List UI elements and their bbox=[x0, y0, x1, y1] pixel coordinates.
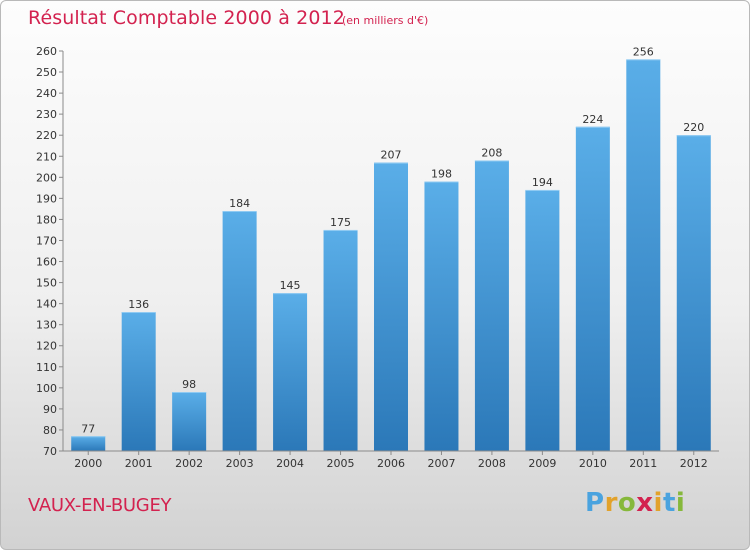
y-tick-label: 190 bbox=[36, 192, 57, 205]
bar bbox=[374, 162, 408, 451]
y-tick-label: 210 bbox=[36, 150, 57, 163]
y-tick-label: 110 bbox=[36, 361, 57, 374]
bar bbox=[575, 126, 610, 451]
y-tick-label: 230 bbox=[36, 108, 57, 121]
x-tick-label: 2006 bbox=[377, 457, 405, 470]
x-tick-label: 2002 bbox=[175, 457, 203, 470]
data-label: 256 bbox=[633, 45, 654, 58]
x-tick-label: 2010 bbox=[579, 457, 607, 470]
y-tick-label: 70 bbox=[43, 445, 57, 458]
x-tick-label: 2004 bbox=[276, 457, 304, 470]
data-label: 208 bbox=[481, 146, 502, 159]
x-tick-label: 2012 bbox=[680, 457, 708, 470]
y-tick-label: 80 bbox=[43, 424, 57, 437]
x-tick-label: 2000 bbox=[74, 457, 102, 470]
bar bbox=[676, 135, 711, 452]
data-label: 198 bbox=[431, 168, 452, 181]
chart-subtitle: (en milliers d'€) bbox=[342, 14, 429, 27]
y-tick-label: 140 bbox=[36, 298, 57, 311]
chart-title: Résultat Comptable 2000 à 2012 bbox=[28, 7, 345, 29]
y-tick-label: 240 bbox=[36, 87, 57, 100]
bar bbox=[273, 293, 308, 451]
x-tick-label: 2009 bbox=[528, 457, 556, 470]
x-tick-label: 2001 bbox=[125, 457, 153, 470]
y-tick-label: 100 bbox=[36, 382, 57, 395]
y-tick-label: 120 bbox=[36, 340, 57, 353]
y-tick-label: 130 bbox=[36, 319, 57, 332]
x-tick-label: 2008 bbox=[478, 457, 506, 470]
bar bbox=[323, 229, 358, 451]
data-label: 184 bbox=[229, 197, 250, 210]
bar bbox=[474, 160, 509, 451]
y-tick-label: 90 bbox=[43, 403, 57, 416]
bar bbox=[222, 211, 257, 451]
data-label: 207 bbox=[381, 149, 402, 162]
y-tick-label: 160 bbox=[36, 256, 57, 269]
y-tick-label: 180 bbox=[36, 213, 57, 226]
data-label: 175 bbox=[330, 216, 351, 229]
y-tick-label: 220 bbox=[36, 129, 57, 142]
data-label: 220 bbox=[683, 121, 704, 134]
bar bbox=[525, 189, 560, 451]
y-tick-label: 170 bbox=[36, 234, 57, 247]
bar bbox=[121, 312, 156, 451]
data-label: 77 bbox=[81, 422, 95, 435]
y-tick-label: 200 bbox=[36, 171, 57, 184]
x-tick-label: 2007 bbox=[427, 457, 455, 470]
y-tick-label: 250 bbox=[36, 66, 57, 79]
bar bbox=[172, 392, 207, 451]
bar bbox=[424, 181, 459, 452]
bar bbox=[626, 59, 661, 451]
commune-name: VAUX-EN-BUGEY bbox=[28, 495, 172, 516]
x-tick-label: 2003 bbox=[226, 457, 254, 470]
data-label: 224 bbox=[582, 113, 603, 126]
data-label: 98 bbox=[182, 378, 196, 391]
y-tick-label: 260 bbox=[36, 45, 57, 58]
x-tick-label: 2011 bbox=[629, 457, 657, 470]
data-label: 136 bbox=[128, 298, 149, 311]
data-label: 145 bbox=[280, 279, 301, 292]
bar bbox=[71, 436, 106, 451]
data-label: 194 bbox=[532, 176, 553, 189]
proxiti-logo: Proxiti bbox=[585, 488, 686, 518]
x-tick-label: 2005 bbox=[327, 457, 355, 470]
y-tick-label: 150 bbox=[36, 277, 57, 290]
